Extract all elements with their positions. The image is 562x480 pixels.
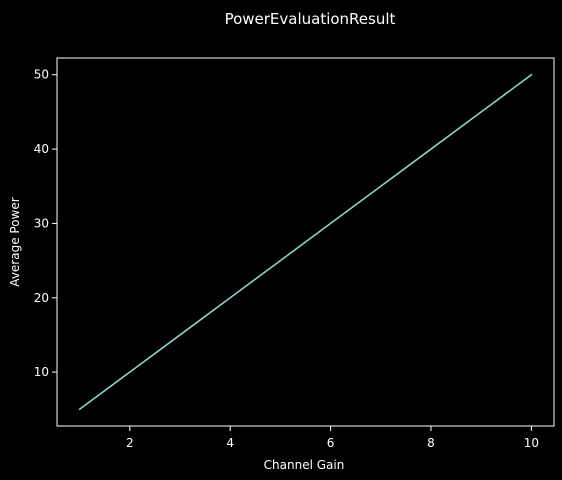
- y-tick-label: 30: [34, 216, 49, 230]
- y-tick-label: 10: [34, 365, 49, 379]
- x-tick-label: 6: [327, 436, 335, 450]
- x-tick-label: 8: [427, 436, 435, 450]
- series-layer: [78, 73, 533, 411]
- y-axis-label: Average Power: [8, 197, 22, 286]
- axes-layer: [56, 57, 555, 427]
- x-axis-label: Channel Gain: [264, 458, 345, 472]
- x-tick-label: 10: [524, 436, 539, 450]
- y-tick-label: 40: [34, 142, 49, 156]
- plot-frame: [56, 57, 555, 427]
- series-line-1: [78, 73, 533, 411]
- x-tick-label: 4: [226, 436, 234, 450]
- y-tick-label: 20: [34, 291, 49, 305]
- chart-title: PowerEvaluationResult: [225, 10, 396, 28]
- ticks-layer: 2 4 6 8 10 10 20 30 40 50: [34, 68, 539, 450]
- y-tick-label: 50: [34, 68, 49, 82]
- x-tick-label: 2: [126, 436, 134, 450]
